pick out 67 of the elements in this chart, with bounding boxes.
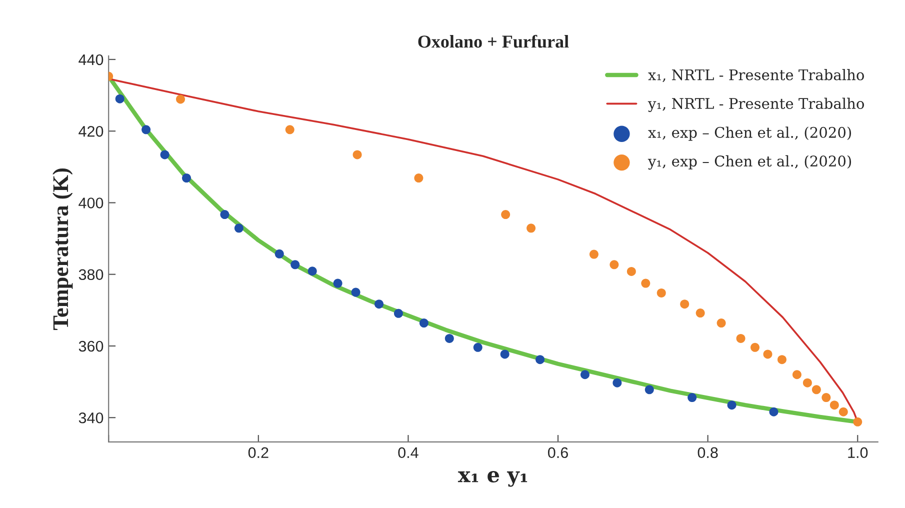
- point: [626, 266, 636, 276]
- legend-label: y₁, NRTL - Presente Trabalho: [648, 98, 864, 112]
- point: [308, 266, 317, 276]
- point: [830, 400, 839, 410]
- point: [285, 125, 294, 134]
- x-tick-label: 0.2: [248, 447, 268, 458]
- legend-label: x₁, exp – Chen et al., (2020): [648, 126, 851, 141]
- point: [641, 278, 650, 288]
- point: [274, 249, 284, 258]
- chart-title: Oxolano + Furfural: [418, 34, 569, 48]
- point: [736, 334, 746, 343]
- y-tick-label: 360: [78, 340, 104, 352]
- point: [716, 318, 726, 328]
- point: [142, 125, 151, 134]
- point: [656, 288, 666, 298]
- point: [688, 393, 697, 402]
- point: [769, 407, 778, 416]
- point: [612, 378, 622, 388]
- legend-label: x₁, NRTL - Presente Trabalho: [648, 69, 864, 82]
- point: [352, 150, 362, 160]
- x-tick-label: 0.4: [398, 447, 418, 458]
- point: [763, 350, 772, 359]
- point: [115, 94, 124, 104]
- point: [176, 94, 186, 104]
- x-axis-title: x₁ e y₁: [458, 471, 528, 487]
- point: [160, 150, 170, 160]
- point: [444, 334, 454, 343]
- point: [777, 355, 786, 364]
- point: [696, 308, 705, 318]
- x-tick-label: 0.6: [548, 447, 568, 458]
- x-tick-label: 0.8: [698, 447, 718, 458]
- point: [394, 308, 403, 318]
- y-tick-label: 420: [78, 126, 104, 137]
- point: [419, 318, 428, 328]
- point: [501, 210, 510, 220]
- point: [580, 370, 590, 380]
- legend-label: y₁, exp – Chen et al., (2020): [648, 155, 852, 170]
- point: [473, 342, 482, 352]
- y-tick-label: 400: [78, 198, 104, 208]
- point: [610, 260, 619, 270]
- point: [220, 210, 230, 220]
- point: [822, 393, 831, 402]
- y-tick-label: 440: [78, 54, 104, 66]
- point: [374, 300, 384, 309]
- point: [589, 250, 598, 259]
- point: [838, 407, 848, 416]
- point: [644, 385, 654, 394]
- point: [802, 378, 812, 388]
- point: [290, 260, 300, 270]
- point: [812, 385, 821, 394]
- point: [351, 288, 360, 297]
- point: [182, 174, 191, 183]
- point: [792, 370, 802, 380]
- y-tick-label: 380: [78, 269, 104, 280]
- point: [680, 300, 690, 309]
- point: [536, 355, 545, 364]
- point: [853, 417, 862, 426]
- point: [526, 224, 536, 233]
- y-axis-title: Temperatura (K): [52, 168, 73, 330]
- point: [333, 278, 342, 288]
- point: [234, 224, 244, 233]
- point: [414, 174, 424, 183]
- y-tick-label: 340: [78, 412, 104, 424]
- point: [750, 342, 760, 352]
- point: [500, 350, 510, 359]
- x-tick-label: 1.0: [848, 447, 868, 458]
- point: [727, 400, 736, 410]
